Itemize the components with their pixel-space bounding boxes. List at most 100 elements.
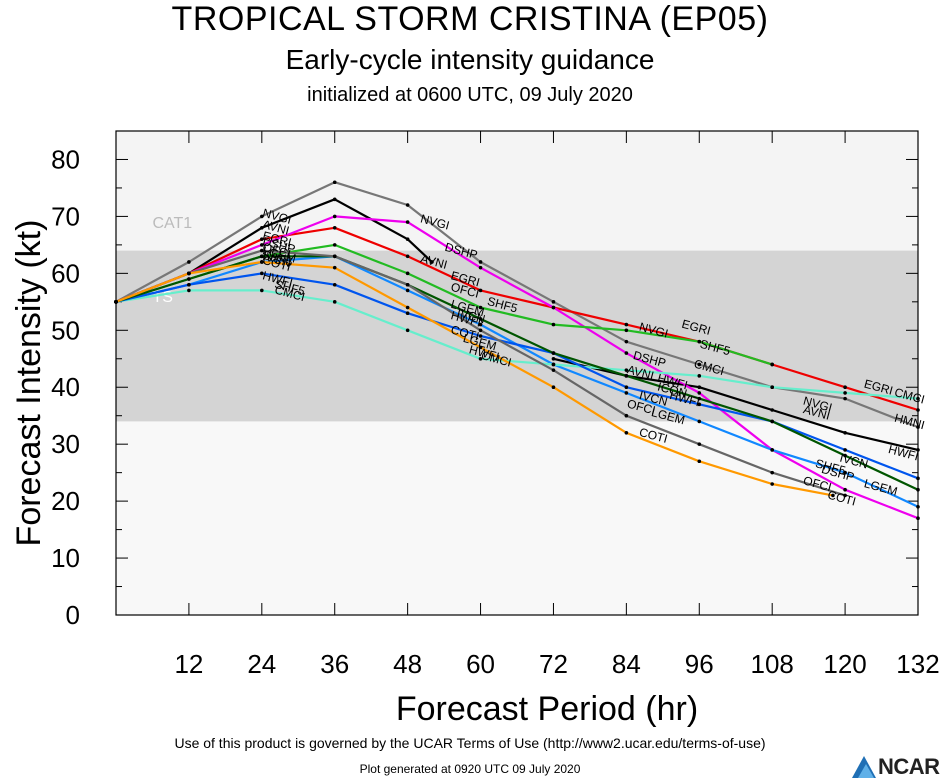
series-point-nvgi [551, 300, 556, 304]
series-point-lgem [770, 448, 774, 452]
series-point-dshp [697, 391, 702, 395]
series-point-dshp [551, 305, 556, 310]
series-point-coti [187, 271, 191, 276]
series-point-avni [332, 197, 337, 202]
series-point-dshp [405, 220, 410, 224]
series-point-lgem [697, 419, 702, 424]
series-line-cmci [115, 289, 919, 400]
series-point-shf5 [478, 305, 483, 310]
series-point-cmci [332, 300, 337, 304]
axis-ticks: 0 10 20 30 40 50 60 70 80 12 24 36 48 60 72 84 96 108 120 1… [51, 130, 940, 679]
y-tick-label: 80 [51, 144, 80, 174]
series-point-coti [478, 345, 483, 350]
series-point-nvgi [332, 180, 337, 185]
series-point-egri [332, 226, 337, 230]
series-point-hwfi [624, 385, 629, 390]
series-point-ofci [478, 328, 483, 333]
series-point-ofci [624, 413, 629, 418]
x-tick-label: 60 [466, 649, 495, 679]
series-point-hwfi [478, 334, 483, 338]
y-tick-label: 50 [51, 315, 80, 345]
series-point-shf5 [624, 328, 629, 333]
series-point-hwfi [697, 402, 702, 407]
band-cat1 [116, 131, 918, 251]
model-labels: NVGIAVNIEGRIDSHPOFCILGEMSHF5IVCNCOTIHWFI… [261, 206, 926, 509]
x-tick-label: 24 [247, 649, 276, 679]
series-point-cmci [187, 288, 191, 293]
model-label-avni: AVNI [626, 362, 656, 383]
series-point-ivcn [697, 396, 702, 401]
band-label-cat1: CAT1 [152, 215, 192, 232]
series-point-ofci [551, 368, 556, 372]
series-point-cmci [551, 362, 556, 367]
series-point-coti [260, 260, 264, 264]
series-point-avni [551, 356, 556, 361]
series-point-shf5 [332, 243, 337, 247]
series-point-coti [405, 305, 410, 310]
y-tick-label: 10 [51, 543, 80, 573]
series-point-ivcn [624, 374, 629, 378]
initialization-time: initialized at 0600 UTC, 09 July 2020 [307, 84, 633, 106]
x-tick-label: 96 [685, 649, 714, 679]
series-line-dshp [115, 215, 919, 520]
series-point-hwfi [260, 271, 264, 276]
forecast-points [114, 180, 920, 520]
series-point-hwfi [405, 311, 410, 316]
series-point-dshp [478, 265, 483, 270]
series-point-dshp [843, 487, 847, 492]
y-axis-label: Forecast Intensity (kt) [10, 220, 48, 547]
series-point-avni [430, 260, 434, 264]
series-point-nvgi [405, 203, 410, 207]
series-point-ofci [843, 493, 847, 498]
series-point-cmci [624, 368, 629, 372]
series-point-hwfi [843, 448, 847, 452]
series-point-cmci [260, 288, 264, 293]
terms-of-use[interactable]: Use of this product is governed by the U… [174, 735, 766, 751]
series-point-coti [332, 265, 337, 270]
series-point-avni [697, 385, 702, 390]
series-point-ivcn [187, 277, 191, 281]
series-point-ofci [697, 442, 702, 446]
series-point-ofci [332, 254, 337, 259]
series-line-ivcn [115, 255, 919, 491]
series-point-ivcn [551, 351, 556, 355]
series-point-cmci [697, 374, 702, 378]
model-label-avni: AVNI [419, 251, 449, 272]
chart-subtitle: Early-cycle intensity guidance [285, 44, 655, 75]
series-point-ofci [405, 282, 410, 287]
model-label-avni: AVNI [261, 217, 291, 238]
chart-title: TROPICAL STORM CRISTINA (EP05) [171, 0, 769, 38]
y-tick-label: 60 [51, 258, 80, 288]
series-point-avni [405, 237, 410, 241]
series-point-avni [260, 226, 264, 230]
series-point-lgem [405, 288, 410, 293]
series-point-nvgi [624, 339, 629, 344]
series-point-shf5 [770, 362, 774, 367]
series-point-cmci [843, 391, 847, 395]
x-tick-label: 48 [393, 649, 422, 679]
series-point-cmci [478, 356, 483, 361]
x-tick-label: 72 [539, 649, 568, 679]
y-tick-label: 0 [66, 600, 80, 630]
ncar-logo-icon [852, 756, 876, 778]
plot-generated-time: Plot generated at 0920 UTC 09 July 2020 [359, 762, 581, 776]
series-point-coti [697, 459, 702, 464]
series-point-avni [770, 408, 774, 412]
series-point-egri [478, 288, 483, 293]
series-point-avni [843, 430, 847, 435]
series-point-nvgi [697, 362, 702, 367]
series-point-coti [624, 430, 629, 435]
series-point-egri [624, 322, 629, 327]
series-point-shf5 [405, 271, 410, 276]
series-point-lgem [478, 322, 483, 327]
series-point-coti [831, 493, 835, 498]
series-point-dshp [260, 243, 264, 247]
series-line-egri [115, 226, 919, 412]
series-point-cmci [770, 385, 774, 390]
y-tick-label: 70 [51, 201, 80, 231]
x-tick-label: 36 [320, 649, 349, 679]
series-point-dshp [332, 214, 337, 219]
y-tick-label: 20 [51, 486, 80, 516]
